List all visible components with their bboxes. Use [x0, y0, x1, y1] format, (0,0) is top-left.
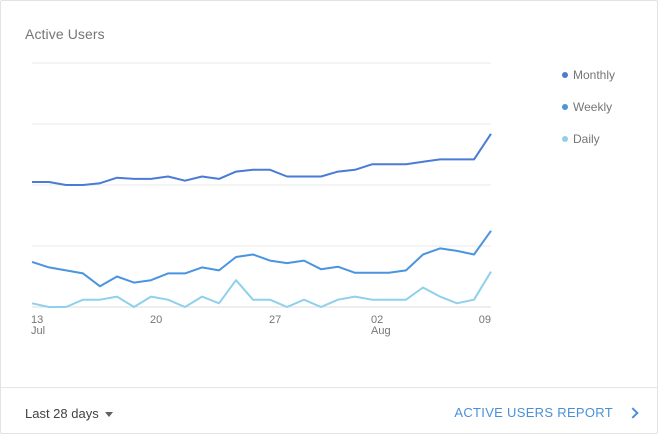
- report-link-label: ACTIVE USERS REPORT: [454, 405, 613, 420]
- x-tick-month-label: Aug: [371, 325, 391, 337]
- legend-label-monthly: Monthly: [573, 68, 616, 82]
- legend-dot-weekly: [562, 104, 568, 110]
- legend-dot-monthly: [562, 72, 568, 78]
- chevron-right-icon: [627, 406, 639, 419]
- x-tick-label: 02: [371, 314, 383, 326]
- date-range-dropdown[interactable]: Last 28 days: [25, 406, 113, 421]
- legend-item-weekly[interactable]: Weekly: [562, 99, 652, 115]
- x-tick-label: 20: [150, 314, 162, 326]
- legend-label-daily: Daily: [573, 132, 600, 146]
- legend-dot-daily: [562, 136, 568, 142]
- x-tick-label: 27: [269, 314, 281, 326]
- series-line-monthly: [32, 133, 492, 186]
- legend-item-daily[interactable]: Daily: [562, 131, 652, 147]
- series-line-weekly: [31, 230, 492, 288]
- card-title: Active Users: [25, 26, 105, 42]
- caret-down-icon: [104, 411, 113, 417]
- x-tick-label: 09: [479, 314, 491, 326]
- chart-grid: [32, 62, 491, 308]
- x-tick-label: 13: [31, 314, 43, 326]
- x-tick-month-label: Jul: [31, 325, 45, 337]
- card-footer: Last 28 days ACTIVE USERS REPORT: [1, 387, 657, 434]
- legend-item-monthly[interactable]: Monthly: [562, 67, 652, 83]
- chart-legend: Monthly Weekly Daily: [562, 67, 652, 163]
- chart-series: [31, 133, 492, 308]
- series-line-daily: [31, 271, 492, 308]
- active-users-report-link[interactable]: ACTIVE USERS REPORT: [454, 405, 639, 420]
- legend-label-weekly: Weekly: [573, 100, 613, 114]
- date-range-label: Last 28 days: [25, 406, 99, 421]
